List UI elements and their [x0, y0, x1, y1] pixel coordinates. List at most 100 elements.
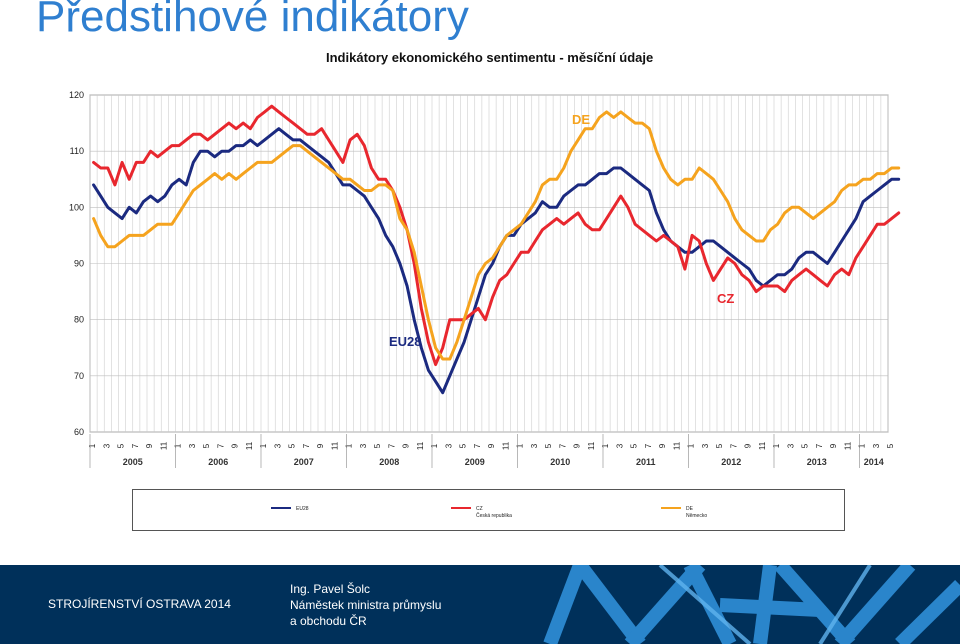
- presenter-info: Ing. Pavel Šolc Náměstek ministra průmys…: [290, 581, 441, 629]
- x-tick-label: 3: [786, 443, 795, 448]
- legend-label-cz: CZ: [476, 506, 483, 512]
- x-tick-label: 7: [387, 443, 396, 448]
- year-label: 2009: [465, 457, 485, 467]
- series-lines: [92, 104, 901, 395]
- presenter-role: Náměstek ministra průmyslu: [290, 598, 442, 612]
- legend-sublabel-de: Německo: [686, 513, 707, 519]
- decorative-pattern: [543, 565, 960, 644]
- x-tick-label: 3: [530, 443, 539, 448]
- x-tick-label: 9: [316, 443, 325, 448]
- x-tick-label: 7: [729, 443, 738, 448]
- chart-title: Indikátory ekonomického sentimentu - měs…: [326, 50, 654, 65]
- x-axis: 1 3 5 7 9 11 1 3 5 7 9 11 1 3 5 7 9 11 1 3 5 7 9 11 1 3 5 7 9 11 1 3 5 7 9…: [88, 434, 895, 468]
- presenter-ministry: a obchodu ČR: [290, 614, 367, 628]
- event-name: STROJÍRENSTVÍ OSTRAVA 2014: [48, 597, 231, 611]
- x-tick-label: 11: [245, 441, 254, 450]
- x-tick-label: 3: [359, 443, 368, 448]
- x-tick-label: 5: [715, 443, 724, 448]
- x-tick-label: 5: [801, 443, 810, 448]
- x-tick-label: 3: [872, 443, 881, 448]
- y-tick-label: 70: [74, 371, 84, 381]
- legend-label-de: DE: [686, 506, 694, 512]
- x-tick-label: 11: [330, 441, 339, 450]
- y-tick-label: 120: [69, 90, 84, 100]
- x-tick-label: 9: [658, 443, 667, 448]
- x-tick-label: 5: [544, 443, 553, 448]
- x-tick-label: 5: [886, 443, 895, 448]
- x-tick-label: 5: [288, 443, 297, 448]
- x-tick-label: 1: [772, 443, 781, 448]
- x-tick-label: 1: [601, 443, 610, 448]
- x-tick-label: 1: [174, 443, 183, 448]
- x-tick-label: 3: [188, 443, 197, 448]
- x-tick-label: 3: [615, 443, 624, 448]
- x-tick-label: 9: [487, 443, 496, 448]
- x-tick-label: 1: [345, 443, 354, 448]
- x-tick-label: 7: [216, 443, 225, 448]
- x-tick-label: 5: [202, 443, 211, 448]
- legend-label-eu28: EU28: [296, 506, 309, 512]
- x-tick-label: 11: [416, 441, 425, 450]
- annotation-cz: CZ: [717, 291, 734, 306]
- x-tick-label: 7: [558, 443, 567, 448]
- x-tick-label: 9: [744, 443, 753, 448]
- year-label: 2010: [550, 457, 570, 467]
- x-tick-label: 5: [117, 443, 126, 448]
- y-tick-label: 80: [74, 315, 84, 325]
- x-tick-label: 11: [672, 441, 681, 450]
- year-label: 2007: [294, 457, 314, 467]
- y-tick-label: 60: [74, 427, 84, 437]
- series-line-de: [92, 110, 901, 361]
- year-label: 2012: [721, 457, 741, 467]
- x-tick-label: 5: [373, 443, 382, 448]
- x-tick-label: 9: [145, 443, 154, 448]
- x-tick-label: 7: [131, 443, 140, 448]
- presenter-name: Ing. Pavel Šolc: [290, 582, 371, 596]
- series-line-cz: [92, 104, 901, 367]
- x-tick-label: 11: [843, 441, 852, 450]
- x-tick-label: 11: [587, 441, 596, 450]
- x-tick-label: 1: [516, 443, 525, 448]
- year-label: 2005: [123, 457, 143, 467]
- x-tick-label: 5: [459, 443, 468, 448]
- annotation-de: DE: [572, 112, 590, 127]
- x-tick-label: 1: [687, 443, 696, 448]
- x-tick-label: 7: [644, 443, 653, 448]
- x-tick-label: 9: [402, 443, 411, 448]
- year-label: 2014: [864, 457, 884, 467]
- x-tick-label: 7: [302, 443, 311, 448]
- y-tick-label: 90: [74, 259, 84, 269]
- annotation-eu28: EU28: [389, 334, 422, 349]
- chart-grid: [89, 94, 889, 433]
- y-axis: 60 70 80 90 100 110 120: [69, 90, 84, 437]
- x-tick-label: 11: [758, 441, 767, 450]
- x-tick-label: 9: [231, 443, 240, 448]
- chart-annotations: DE CZ EU28: [389, 112, 734, 349]
- x-tick-label: 11: [159, 441, 168, 450]
- y-tick-label: 110: [70, 146, 84, 156]
- x-tick-label: 1: [259, 443, 268, 448]
- y-tick-label: 100: [69, 202, 84, 212]
- x-tick-label: 1: [430, 443, 439, 448]
- year-label: 2008: [379, 457, 399, 467]
- x-tick-label: 3: [273, 443, 282, 448]
- x-tick-label: 7: [473, 443, 482, 448]
- x-tick-label: 7: [815, 443, 824, 448]
- slide-title: Předstihové indikátory: [36, 0, 469, 41]
- x-tick-label: 3: [444, 443, 453, 448]
- year-label: 2013: [807, 457, 827, 467]
- x-tick-label: 1: [88, 443, 97, 448]
- footer-bar: STROJÍRENSTVÍ OSTRAVA 2014 Ing. Pavel Šo…: [0, 565, 960, 644]
- x-tick-label: 3: [701, 443, 710, 448]
- year-label: 2006: [208, 457, 228, 467]
- x-tick-label: 9: [573, 443, 582, 448]
- chart-legend: EU28 CZ Česká republika DE Německo: [132, 489, 845, 531]
- x-tick-label: 9: [829, 443, 838, 448]
- legend-sublabel-cz: Česká republika: [476, 512, 512, 519]
- x-tick-label: 5: [630, 443, 639, 448]
- x-tick-label: 11: [501, 441, 510, 450]
- year-label: 2011: [636, 457, 656, 467]
- x-tick-label: 3: [102, 443, 111, 448]
- x-tick-label: 1: [858, 443, 867, 448]
